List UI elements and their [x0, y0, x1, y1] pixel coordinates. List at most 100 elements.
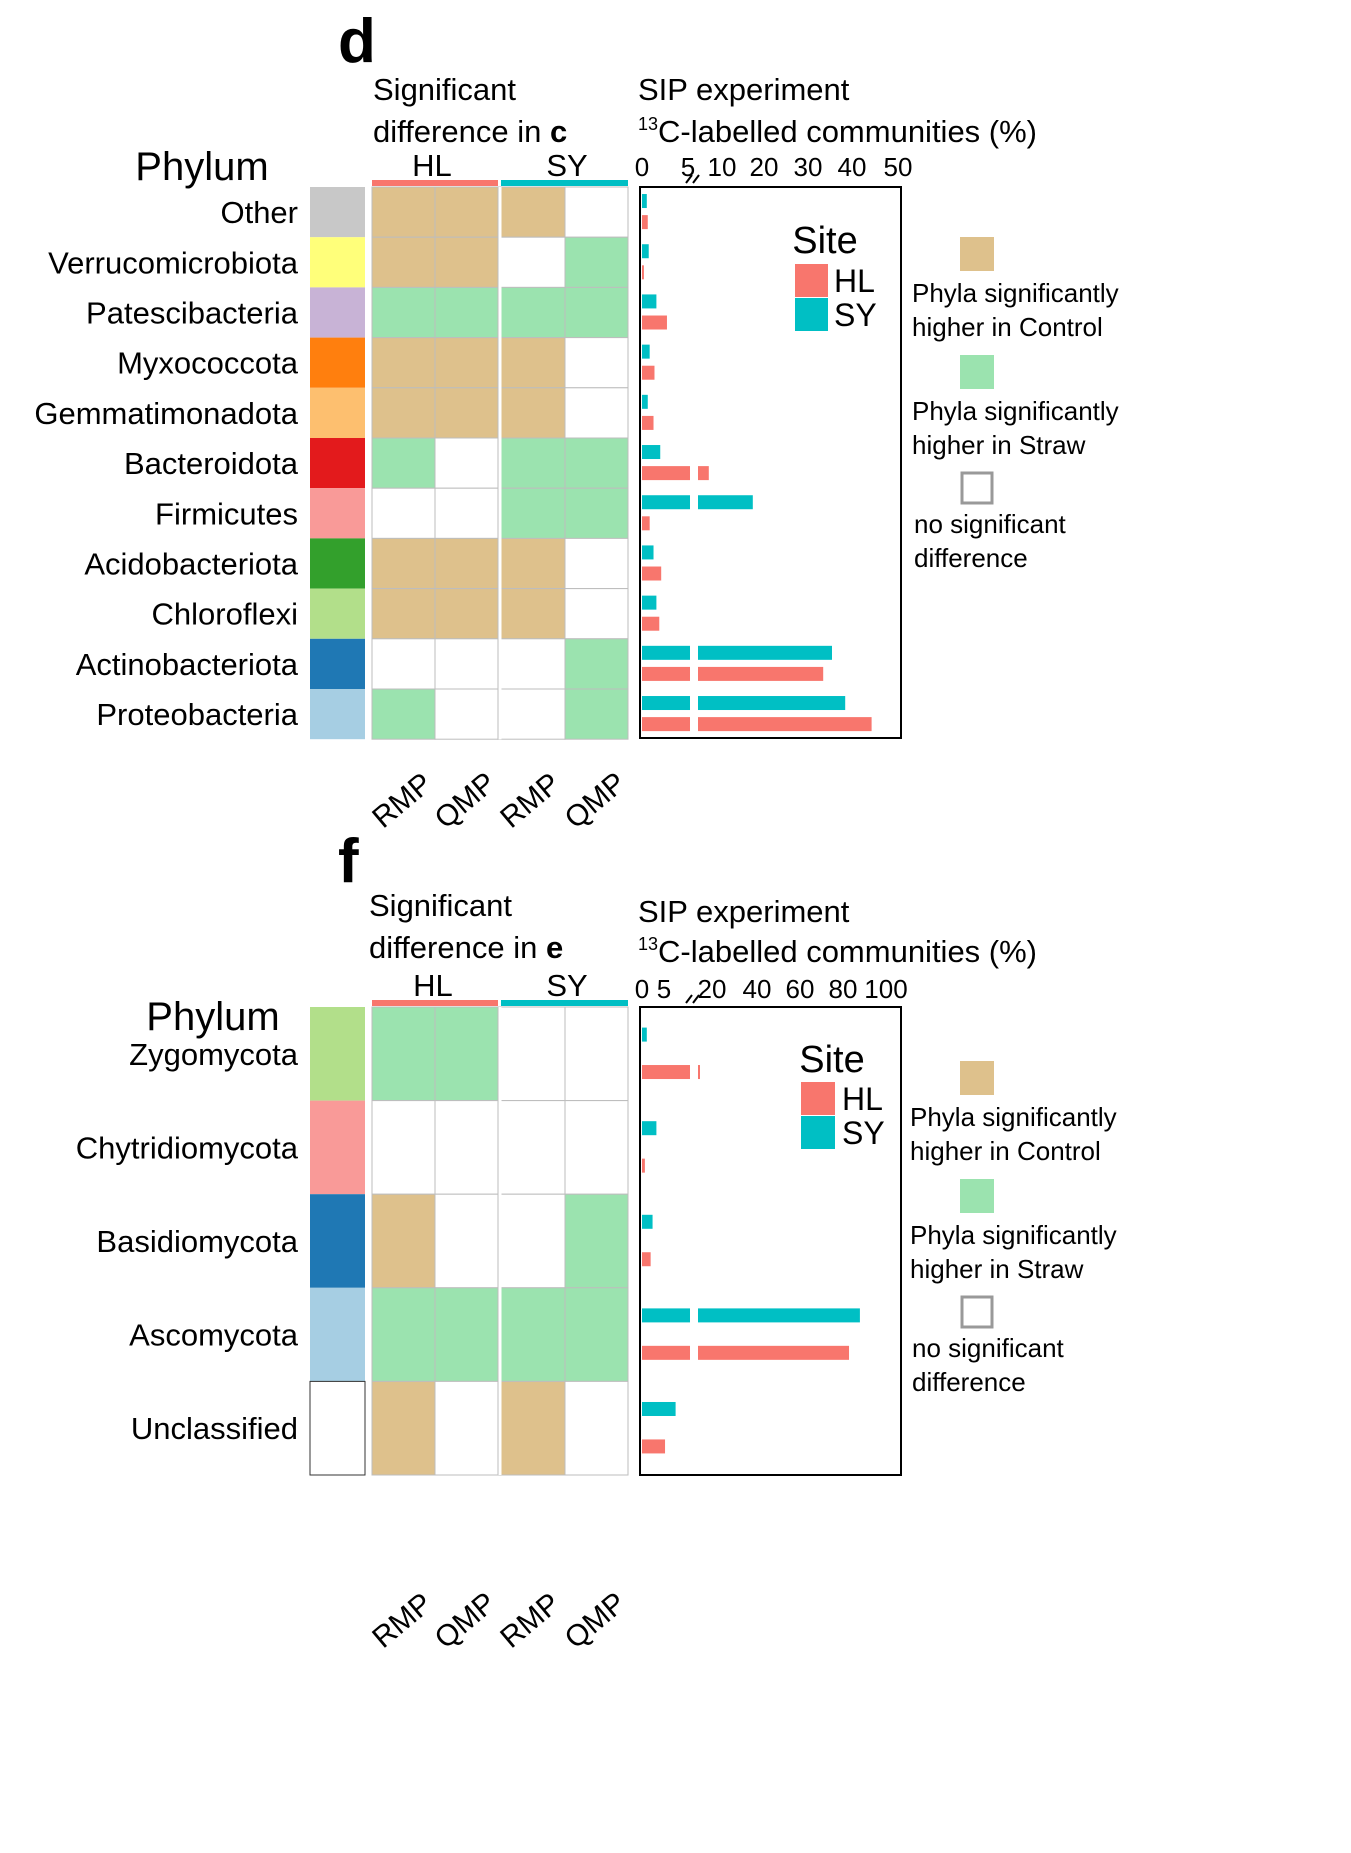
significance-cell-control [497, 186, 566, 238]
phylum-label: Zygomycota [129, 1037, 299, 1072]
phylum-label: Proteobacteria [96, 697, 298, 732]
significance-cell-straw [564, 487, 629, 539]
bar-hl [698, 666, 824, 681]
phylum-color-swatch [310, 438, 365, 489]
bar-sy [642, 545, 654, 560]
x-tick-label: 100 [864, 974, 907, 1004]
legend-swatch-sy [795, 298, 828, 331]
significance-cell-straw [371, 437, 436, 489]
x-tick-label: 80 [829, 974, 858, 1004]
key-label-straw-2: higher in Straw [912, 430, 1086, 460]
bar-sy [698, 696, 846, 711]
significance-cell-straw [564, 286, 629, 339]
significance-cell-none [564, 1100, 629, 1195]
sip-title-superscript: 13 [638, 114, 658, 134]
sip-title-superscript: 13 [638, 934, 658, 954]
sip-title-line1: SIP experiment [638, 72, 850, 107]
column-label: RMP [366, 767, 438, 835]
sig-title-ref: c [550, 114, 567, 149]
site-header-sy: SY [546, 148, 587, 183]
phylum-color-swatch [309, 1380, 366, 1476]
bar-sy [642, 495, 690, 510]
bar-sy [642, 294, 657, 309]
bar-sy [642, 595, 657, 610]
legend-label-sy: SY [834, 297, 877, 333]
column-label: QMP [429, 766, 503, 835]
significance-cell-control [434, 387, 499, 439]
bar-hl [642, 1065, 690, 1080]
panel-label: f [338, 827, 359, 896]
bar-hl [642, 566, 662, 581]
phylum-label: Myxococcota [117, 346, 299, 381]
key-label-control-1: Phyla significantly [912, 278, 1119, 308]
phylum-header: Phylum [135, 145, 268, 189]
phylum-color-swatch [310, 638, 365, 689]
bar-hl [642, 616, 660, 631]
bar-sy [642, 1401, 676, 1416]
significance-cell-control [497, 588, 566, 640]
phylum-label: Firmicutes [155, 496, 298, 531]
significance-cell-straw [434, 1287, 499, 1382]
significance-cell-straw [497, 1287, 566, 1382]
key-label-none-1: no significant [914, 509, 1067, 539]
significance-cell-none [371, 638, 436, 690]
key-label-none-1: no significant [912, 1333, 1065, 1363]
phylum-color-swatch [310, 337, 365, 388]
significance-cell-straw [564, 437, 629, 489]
significance-cell-none [564, 337, 629, 389]
x-tick-label: 40 [743, 974, 772, 1004]
significance-cell-none [434, 1380, 499, 1476]
x-tick-label: 5 [681, 152, 695, 182]
phylum-color-swatch [310, 689, 365, 740]
significance-cell-none [434, 688, 499, 740]
significance-cell-control [497, 387, 566, 439]
bar-sy [642, 1308, 690, 1323]
key-swatch-control [960, 1061, 994, 1095]
significance-cell-straw [497, 286, 566, 339]
key-label-none-2: difference [912, 1367, 1026, 1397]
bar-hl [642, 466, 690, 481]
bar-hl [642, 1345, 690, 1360]
bar-sy [642, 394, 648, 409]
phylum-label: Basidiomycota [96, 1224, 298, 1259]
legend-title: Site [799, 1039, 864, 1081]
significance-cell-none [371, 487, 436, 539]
key-label-straw-1: Phyla significantly [910, 1220, 1117, 1250]
significance-cell-straw [564, 1287, 629, 1382]
x-tick-label: 5 [657, 974, 671, 1004]
axis-break-mark [685, 994, 700, 1004]
bar-sy [642, 696, 690, 711]
key-swatch-none [960, 471, 994, 505]
sig-title-ref: e [546, 930, 563, 965]
sig-title-line2: difference in e [369, 930, 563, 965]
significance-cell-control [434, 337, 499, 389]
phylum-label: Bacteroidota [124, 446, 299, 481]
x-tick-label: 20 [698, 974, 727, 1004]
phylum-color-swatch [310, 1194, 365, 1288]
key-label-none-2: difference [914, 543, 1028, 573]
phylum-label: Acidobacteriota [84, 547, 298, 582]
significance-cell-control [371, 186, 436, 238]
site-bar-hl [372, 180, 498, 186]
phylum-label: Unclassified [131, 1411, 298, 1446]
significance-cell-straw [434, 286, 499, 339]
phylum-color-swatch [310, 187, 365, 238]
significance-cell-straw [434, 1006, 499, 1102]
significance-cell-none [497, 1006, 566, 1102]
site-header-sy: SY [546, 968, 587, 1003]
x-tick-label: 30 [794, 152, 823, 182]
phylum-label: Actinobacteriota [76, 647, 299, 682]
key-swatch-none [960, 1295, 994, 1329]
bar-hl [642, 415, 654, 430]
phylum-color-swatch [310, 1287, 365, 1382]
significance-cell-straw [371, 286, 436, 339]
phylum-label: Other [220, 195, 298, 230]
phylum-header: Phylum [146, 995, 279, 1039]
bar-plot-frame [639, 1006, 902, 1476]
significance-cell-none [434, 1100, 499, 1195]
sip-title-line2: C-labelled communities (%) [658, 114, 1037, 149]
legend-label-hl: HL [834, 263, 875, 299]
bar-hl [698, 1345, 850, 1360]
significance-cell-control [371, 387, 436, 439]
